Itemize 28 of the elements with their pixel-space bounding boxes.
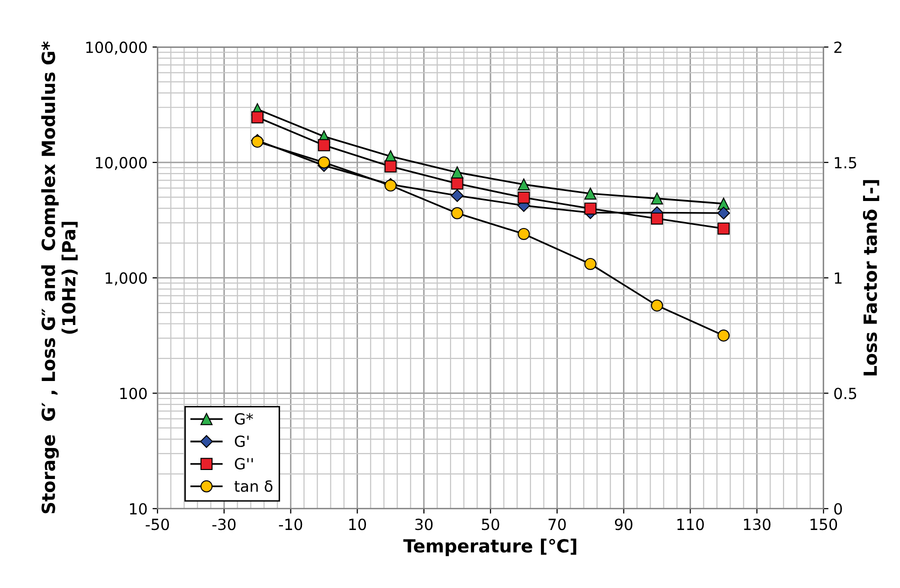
- y-tick-label: 1,000: [106, 272, 147, 286]
- x-axis-title: Temperature [℃]: [403, 538, 576, 556]
- x-tick-label: -50: [146, 518, 169, 530]
- legend-label: G'': [234, 458, 253, 470]
- legend-label: G': [234, 436, 249, 448]
- y-tick-label: 100,000: [86, 42, 147, 55]
- x-tick-label: 150: [810, 518, 838, 530]
- legend-label: G*: [234, 413, 254, 425]
- y2-tick-label: 1: [834, 272, 842, 284]
- x-tick-label: 30: [415, 518, 433, 530]
- legend-label: tan δ: [234, 480, 272, 492]
- x-tick-label: 130: [744, 518, 770, 530]
- x-tick-label: 10: [349, 518, 366, 530]
- y2-tick-label: 0.5: [834, 388, 856, 400]
- y2-tick-label: 1.5: [834, 157, 856, 168]
- x-tick-label: 90: [614, 518, 632, 530]
- y2-axis-title: Loss Factor tanδ [-]: [862, 180, 880, 376]
- x-tick-label: -10: [278, 518, 302, 530]
- x-tick-label: 110: [677, 518, 704, 530]
- y-tick-label: 100: [120, 388, 147, 400]
- y-tick-label: 10: [130, 503, 147, 515]
- y2-tick-label: 2: [834, 42, 842, 53]
- x-tick-label: -30: [212, 518, 236, 530]
- y-axis-title: Storage G′ , Loss G″ and Complex Modulus G* (10Hz) [Pa]: [41, 41, 78, 514]
- y2-tick-label: 0: [834, 503, 842, 515]
- x-tick-label: 50: [482, 518, 500, 530]
- y-tick-label: 10,000: [96, 156, 147, 170]
- x-tick-label: 70: [548, 518, 566, 530]
